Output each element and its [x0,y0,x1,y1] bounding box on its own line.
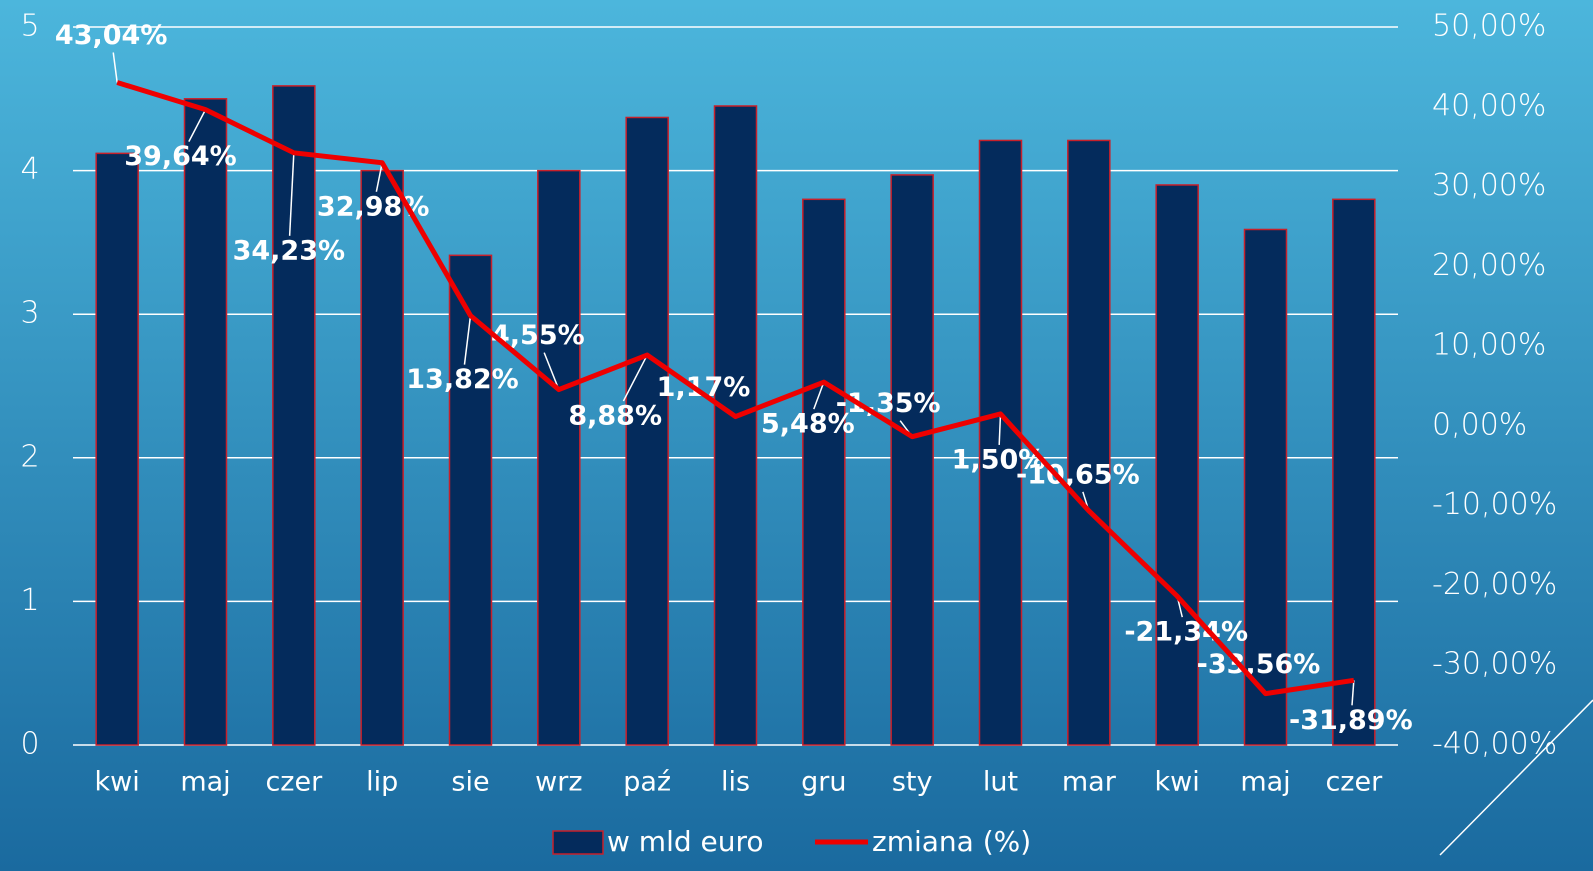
bar [890,174,934,746]
y2-tick-label: 20,00% [1432,248,1546,283]
legend-label: zmiana (%) [872,825,1031,858]
y-tick-label: 0 [20,727,39,762]
bar [1332,198,1376,746]
bar [360,169,404,746]
bar [183,98,228,746]
x-tick-label: wrz [535,767,582,798]
x-tick-label: sie [451,767,489,798]
leader-line [188,109,207,142]
y2-tick-label: 10,00% [1432,328,1546,363]
bar [713,105,758,746]
x-tick-label: kwi [95,767,140,798]
leader-line [622,354,648,402]
y-tick-label: 1 [20,583,39,618]
x-tick-label: kwi [1155,767,1200,798]
data-label: -1,35% [836,388,941,419]
legend-label: w mld euro [607,825,764,858]
bar [1067,139,1111,746]
y-tick-label: 2 [20,439,39,474]
data-label: 8,88% [568,401,662,432]
y2-tick-label: 30,00% [1432,168,1546,203]
y2-tick-label: 50,00% [1432,9,1546,44]
data-label: 43,04% [55,20,167,51]
bar [1155,184,1199,746]
y-tick-label: 3 [20,296,39,331]
leader-line [112,52,118,83]
bar [448,254,493,746]
leader-line [543,352,560,390]
bar [1243,228,1288,746]
data-label: 34,23% [233,235,345,266]
leader-line [998,413,1002,445]
bar [95,152,139,746]
leader-line [288,152,295,236]
x-tick-label: lut [983,767,1018,798]
x-tick-label: czer [1325,767,1383,798]
x-tick-label: lip [366,767,398,798]
bar [272,85,316,746]
leader-line [1351,680,1355,706]
x-tick-label: mar [1062,767,1117,798]
y2-tick-label: -40,00% [1432,727,1557,762]
data-label: -21,34% [1124,617,1248,648]
bar [537,169,581,746]
data-label: 32,98% [317,191,429,222]
decoration [1439,699,1593,856]
x-tick-label: czer [265,767,323,798]
x-tick-label: lis [721,767,750,798]
data-label: -31,89% [1289,705,1413,736]
y2-tick-label: -20,00% [1432,567,1557,602]
leader-line [375,162,383,192]
bar [802,198,846,746]
data-label: -33,56% [1197,649,1321,680]
y2-tick-label: 40,00% [1432,88,1546,123]
bar [625,116,669,746]
legend-swatch [552,830,604,855]
x-tick-label: paź [623,767,671,798]
x-tick-label: maj [180,767,230,798]
bar [978,139,1023,746]
y2-tick-label: -30,00% [1432,647,1557,682]
x-tick-label: gru [801,767,846,798]
y-tick-label: 5 [20,9,39,44]
leader-line [463,315,472,365]
y-tick-label: 4 [20,152,39,187]
data-label: -10,65% [1016,459,1140,490]
y2-tick-label: 0,00% [1432,407,1527,442]
data-label: 5,48% [761,409,855,440]
data-label: 13,82% [406,364,518,395]
y2-tick-label: -10,00% [1432,487,1557,522]
data-label: 1,17% [657,372,751,403]
data-label: 39,64% [124,141,236,172]
line [116,80,1355,697]
x-tick-label: maj [1240,767,1290,798]
x-tick-label: sty [892,767,933,798]
leader-line [813,381,825,410]
